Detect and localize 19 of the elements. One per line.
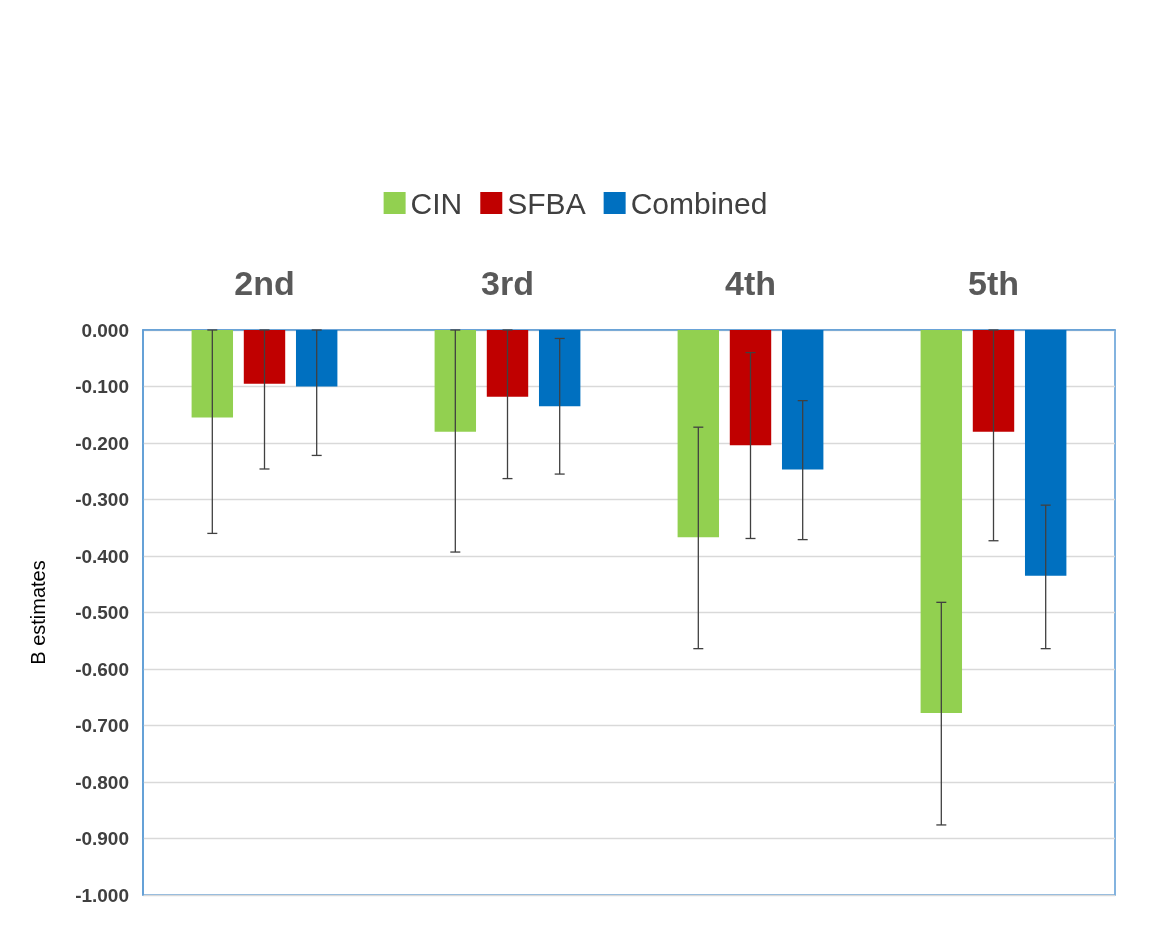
y-tick-label: -0.500 (75, 602, 129, 623)
y-tick-label: -1.000 (75, 884, 129, 906)
legend-label: CIN (410, 186, 463, 220)
y-tick-label: -0.800 (75, 771, 129, 793)
y-tick-label: -0.200 (75, 432, 129, 454)
y-tick-label: -0.900 (75, 828, 129, 849)
y-tick-label: 0.000 (81, 319, 129, 341)
y-tick-label: -0.600 (75, 658, 129, 680)
x-tick-label: 5th (968, 264, 1019, 302)
y-axis-title: B estimates (27, 560, 49, 665)
x-tick-label: 4th (725, 264, 776, 302)
y-tick-label: -0.300 (75, 489, 129, 510)
x-tick-label: 2nd (234, 264, 295, 302)
y-tick-label: -0.700 (75, 715, 129, 736)
legend-label: SFBA (507, 186, 586, 220)
y-tick-label: -0.100 (75, 376, 129, 397)
x-tick-label: 3rd (481, 264, 534, 302)
legend-label: Combined (630, 186, 768, 220)
y-tick-label: -0.400 (75, 545, 129, 567)
